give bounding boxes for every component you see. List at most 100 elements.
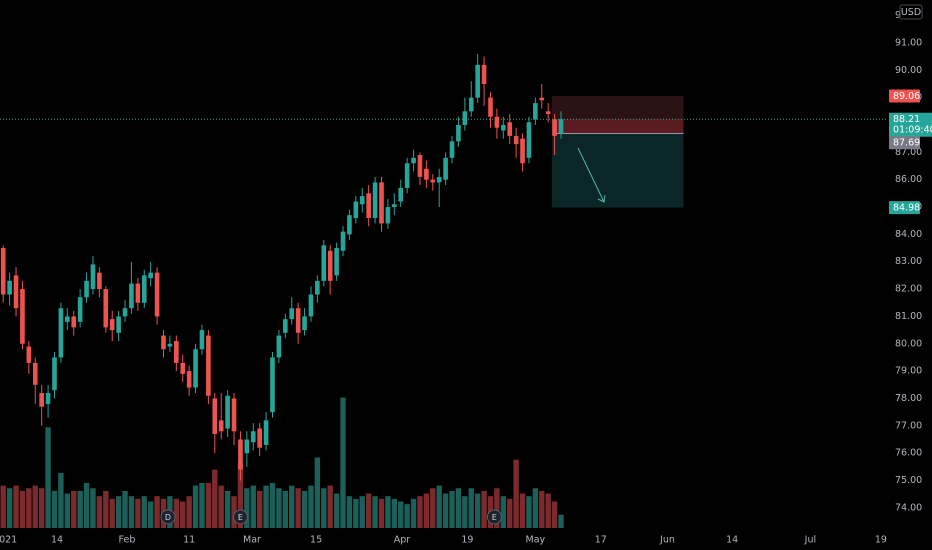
candle-body [436,176,442,183]
x-tick-label: Mar [243,535,261,546]
volume-bar [295,488,301,528]
y-tick-label: 90.00 [895,65,922,76]
volume-bar [103,490,109,528]
x-tick-label: 11 [183,535,195,546]
volume-bar [481,490,487,528]
entry-price-tag-bg [889,136,920,150]
y-tick-label: 77.00 [895,420,922,431]
candle-body [481,64,487,84]
candle-body [283,319,288,333]
candle-body [270,357,275,413]
candle-body [526,122,532,158]
candle-body [109,319,115,331]
volume-bar [96,496,103,528]
candle-body [520,138,525,164]
x-tick-label: Feb [119,535,136,546]
volume-bar [391,498,398,528]
volume-bar [423,493,430,528]
volume-bar [186,496,192,528]
candle-body [238,439,243,470]
volume-bar [0,485,6,528]
x-tick-label: 14 [726,535,738,546]
volume-bar [147,501,154,528]
y-tick-label: 80.00 [895,338,922,349]
candle-body [52,357,57,391]
volume-bar [500,496,506,528]
y-tick-label: 91.00 [895,37,922,48]
candle-body [276,335,282,358]
candle-body [206,335,211,396]
volume-bar [180,501,186,528]
y-tick-label: 81.00 [895,311,922,322]
volume-bar [38,488,45,528]
volume-bar [494,488,500,528]
target-zone [552,133,684,208]
candle-body [494,116,500,128]
candle-body [379,182,384,224]
x-tick-label: 19 [875,535,887,546]
y-tick-label: 87.00 [895,147,922,158]
volume-bar [109,498,115,528]
volume-bar [218,485,224,528]
volume-bar [237,462,244,528]
candle-body [340,231,346,251]
candle-body [20,289,25,344]
candle-body [334,248,339,276]
candle-body [186,371,192,388]
candle-body [327,250,333,281]
volume-bar [256,490,263,528]
volume-bar [199,482,205,528]
x-tick-label: 2021 [0,535,17,546]
y-tick-label: 74.00 [895,502,922,513]
volume-bar [45,427,51,528]
volume-bar [372,496,378,528]
volume-bar [404,504,410,528]
event-marker [486,509,502,525]
volume-bar [519,493,526,528]
volume-bar [526,496,532,528]
candle-body [468,97,474,112]
y-tick-label: 76.00 [895,448,922,459]
event-label: E [238,513,243,522]
candle-body [45,392,51,404]
candle-body [257,428,262,448]
candle-body [539,97,545,101]
volume-bar [173,498,180,528]
volume-bar [365,493,372,528]
candle-body [488,97,493,117]
volume-bar [192,485,199,528]
candle-body [90,264,96,290]
currency-label: USD [901,7,921,18]
volume-bar [6,488,13,528]
volume-bar [532,488,539,528]
target-price-tag: 84.98 [893,203,920,214]
volume-bar [385,496,391,528]
candle-body [141,275,147,303]
y-tick-label: 86.00 [895,174,922,185]
currency-box[interactable] [899,4,923,20]
candle-body [263,420,269,445]
projection-arrow [577,147,605,203]
event-label: D [165,513,171,522]
volume-bar [513,459,519,528]
volume-bar [269,482,276,528]
candle-body [302,316,307,331]
candle-body [359,196,365,205]
volume-bar [333,493,340,528]
volume-bar [308,485,314,528]
candle-body [500,124,506,131]
volume-bar [154,496,160,528]
candle-body [289,308,295,320]
x-tick-label: 17 [595,535,607,546]
candle-body [295,308,301,333]
volume-bar [212,469,218,528]
target-price-tag-bg [889,201,920,215]
candle-body [39,392,44,407]
volume-bar [410,498,417,528]
candle-body [353,201,359,218]
candle-body [308,294,314,317]
y-tick-label: 84.00 [895,229,922,240]
candle-body [129,283,134,309]
candle-body [424,168,429,180]
